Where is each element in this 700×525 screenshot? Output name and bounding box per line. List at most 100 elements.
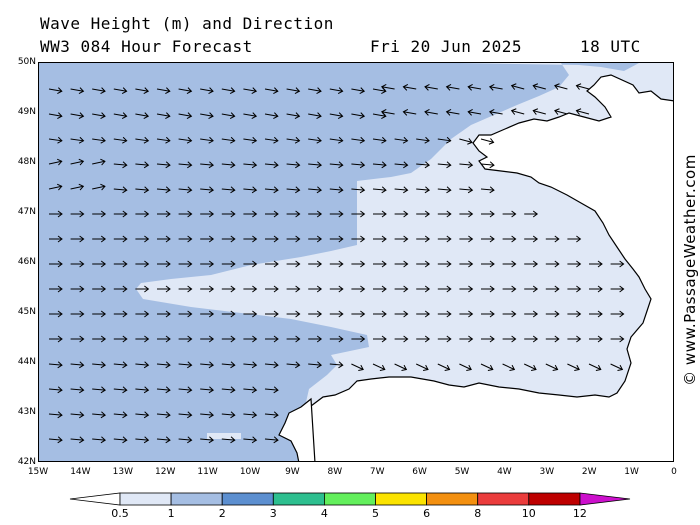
legend-cell bbox=[477, 492, 530, 506]
wave-arrow bbox=[481, 310, 495, 318]
wave-arrow bbox=[351, 310, 366, 318]
lon-label: 13W bbox=[112, 467, 133, 477]
wave-arrow bbox=[545, 260, 560, 268]
wave-arrow bbox=[480, 138, 495, 145]
wave-arrow bbox=[567, 260, 582, 268]
wave-arrow bbox=[243, 260, 258, 268]
legend-label: 10 bbox=[521, 507, 536, 520]
wave-arrow bbox=[524, 235, 539, 243]
wave-height-map[interactable] bbox=[38, 62, 674, 462]
wave-arrow bbox=[459, 161, 474, 169]
wave-arrow bbox=[554, 83, 568, 90]
wave-arrow bbox=[329, 210, 344, 218]
wave-arrow bbox=[610, 363, 624, 372]
wave-arrow bbox=[437, 210, 452, 218]
wave-arrow bbox=[510, 83, 525, 90]
wave-arrow bbox=[48, 87, 63, 94]
wave-arrow bbox=[156, 112, 171, 119]
wave-arrow bbox=[49, 260, 63, 268]
wave-arrow bbox=[416, 260, 431, 268]
wave-arrow bbox=[308, 186, 322, 194]
map-canvas bbox=[39, 63, 673, 462]
wave-arrow bbox=[243, 361, 258, 369]
wave-arrow bbox=[70, 158, 85, 166]
lon-label: 7W bbox=[369, 467, 385, 477]
wave-arrow bbox=[459, 363, 472, 372]
lat-label: 45N bbox=[17, 307, 36, 317]
wave-arrow bbox=[524, 260, 539, 268]
wave-arrow bbox=[351, 210, 366, 218]
wave-arrow bbox=[459, 186, 474, 194]
wave-arrow bbox=[265, 285, 279, 293]
wave-arrow bbox=[92, 158, 106, 166]
wave-arrow bbox=[265, 210, 279, 218]
lat-label: 43N bbox=[17, 407, 36, 417]
wave-arrow bbox=[372, 363, 386, 372]
wave-arrow bbox=[264, 87, 279, 94]
wave-arrow bbox=[157, 235, 171, 243]
wave-arrow bbox=[221, 411, 236, 419]
wave-arrow bbox=[265, 260, 279, 268]
wave-arrow bbox=[70, 285, 85, 293]
wave-arrow bbox=[437, 260, 452, 268]
wave-arrow bbox=[135, 361, 150, 369]
wave-arrow bbox=[589, 310, 603, 318]
wave-arrow bbox=[70, 260, 85, 268]
wave-arrow bbox=[264, 161, 279, 169]
wave-arrow bbox=[286, 335, 301, 343]
wave-arrow bbox=[510, 108, 525, 115]
lat-label: 49N bbox=[17, 107, 36, 117]
wave-arrow bbox=[567, 285, 582, 293]
wave-arrow bbox=[351, 260, 366, 268]
legend-cell bbox=[170, 492, 223, 506]
wave-arrow bbox=[373, 335, 387, 343]
wave-arrow bbox=[113, 335, 128, 343]
wave-arrow bbox=[221, 235, 236, 243]
wave-arrow bbox=[135, 310, 150, 318]
wave-arrow bbox=[610, 260, 625, 268]
wave-arrow bbox=[243, 436, 258, 444]
wave-arrow bbox=[49, 310, 63, 318]
wave-arrow bbox=[113, 235, 128, 243]
wave-arrow bbox=[114, 461, 127, 462]
wave-arrow bbox=[135, 461, 148, 462]
wave-arrow bbox=[610, 310, 625, 318]
wave-arrow bbox=[48, 183, 63, 191]
wave-arrow bbox=[351, 285, 366, 293]
wave-arrow bbox=[424, 84, 438, 91]
wave-arrow bbox=[70, 183, 85, 191]
wave-arrow bbox=[135, 260, 150, 268]
wave-arrow bbox=[437, 186, 452, 194]
wave-arrow bbox=[308, 260, 323, 268]
wave-arrow bbox=[178, 386, 193, 394]
wave-arrow bbox=[113, 161, 128, 169]
wave-arrow bbox=[308, 136, 322, 144]
wave-arrow bbox=[200, 461, 213, 462]
wave-arrow bbox=[200, 112, 214, 119]
wave-arrow bbox=[445, 109, 460, 116]
wave-arrow bbox=[351, 112, 366, 119]
wave-arrow bbox=[416, 136, 430, 144]
wave-arrow bbox=[265, 235, 279, 243]
wave-arrow bbox=[437, 363, 451, 372]
wave-arrow bbox=[437, 161, 452, 169]
wave-arrow bbox=[200, 335, 215, 343]
wave-arrow bbox=[113, 310, 128, 318]
wave-arrow bbox=[481, 210, 495, 218]
wave-arrow bbox=[329, 87, 344, 94]
wave-arrow bbox=[92, 112, 106, 119]
wave-arrow bbox=[221, 161, 236, 169]
wave-arrow bbox=[222, 461, 235, 462]
wave-arrow bbox=[243, 136, 258, 144]
wave-arrow bbox=[459, 138, 473, 145]
wave-arrow bbox=[48, 361, 63, 369]
wave-arrow bbox=[243, 210, 258, 218]
legend-low-arrow bbox=[69, 492, 121, 506]
wave-arrow bbox=[200, 186, 214, 194]
wave-arrow bbox=[416, 310, 431, 318]
lon-label: 15W bbox=[27, 467, 49, 477]
lon-label: 6W bbox=[412, 467, 427, 477]
wave-arrow bbox=[113, 112, 128, 119]
wave-arrow bbox=[329, 186, 344, 194]
wave-arrow bbox=[92, 411, 106, 419]
